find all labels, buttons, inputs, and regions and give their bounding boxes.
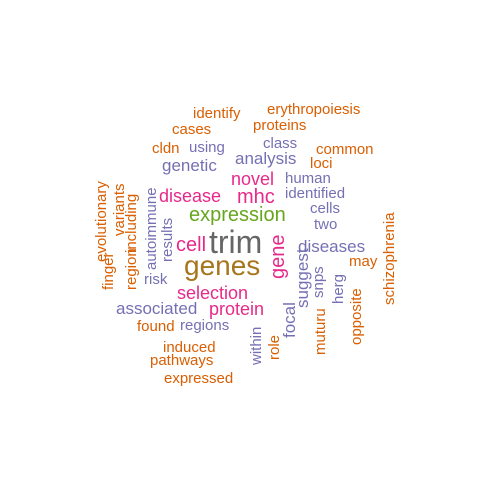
- word-including: including: [123, 193, 140, 253]
- word-proteins: proteins: [253, 117, 307, 134]
- word-associated: associated: [116, 299, 198, 318]
- word-disease: disease: [159, 186, 222, 206]
- word-selection: selection: [177, 283, 249, 303]
- word-human: human: [285, 170, 331, 187]
- word-novel: novel: [231, 169, 275, 189]
- word-regions: regions: [180, 317, 230, 334]
- word-role: role: [266, 334, 283, 360]
- word-snps: snps: [310, 266, 327, 298]
- word-herg: herg: [330, 273, 347, 304]
- word-found: found: [137, 318, 175, 335]
- word-evolutionary: evolutionary: [93, 181, 110, 262]
- word-using: using: [189, 139, 225, 156]
- word-schizophrenia: schizophrenia: [381, 212, 398, 305]
- word-cases: cases: [172, 121, 212, 138]
- word-diseases: diseases: [298, 237, 366, 256]
- word-class: class: [263, 135, 298, 152]
- word-cldn: cldn: [152, 140, 180, 157]
- word-may: may: [349, 253, 378, 270]
- word-mhc: mhc: [237, 186, 275, 208]
- word-induced: induced: [163, 339, 216, 356]
- word-muturu: muturu: [312, 308, 329, 355]
- word-within: within: [248, 326, 265, 365]
- word-common: common: [316, 141, 374, 158]
- word-risk: risk: [144, 271, 168, 288]
- word-autoimmune: autoimmune: [143, 187, 160, 270]
- word-results: results: [159, 217, 176, 262]
- word-region: region: [123, 248, 140, 290]
- word-gene: gene: [267, 234, 289, 280]
- word-genes: genes: [184, 250, 261, 281]
- word-suggest: suggest: [293, 248, 312, 308]
- word-erythropoiesis: erythropoiesis: [267, 101, 361, 118]
- word-identified: identified: [285, 185, 346, 202]
- word-pathways: pathways: [150, 352, 214, 369]
- word-analysis: analysis: [235, 149, 297, 168]
- word-expression: expression: [189, 204, 286, 226]
- word-two: two: [314, 216, 338, 233]
- word-loci: loci: [310, 155, 333, 172]
- word-genetic: genetic: [162, 156, 217, 175]
- word-identify: identify: [193, 105, 241, 122]
- word-trim: trim: [209, 224, 263, 260]
- word-opposite: opposite: [348, 288, 365, 345]
- word-protein: protein: [209, 299, 265, 319]
- word-cell: cell: [176, 234, 207, 256]
- word-expressed: expressed: [164, 370, 234, 387]
- word-cells: cells: [310, 200, 341, 217]
